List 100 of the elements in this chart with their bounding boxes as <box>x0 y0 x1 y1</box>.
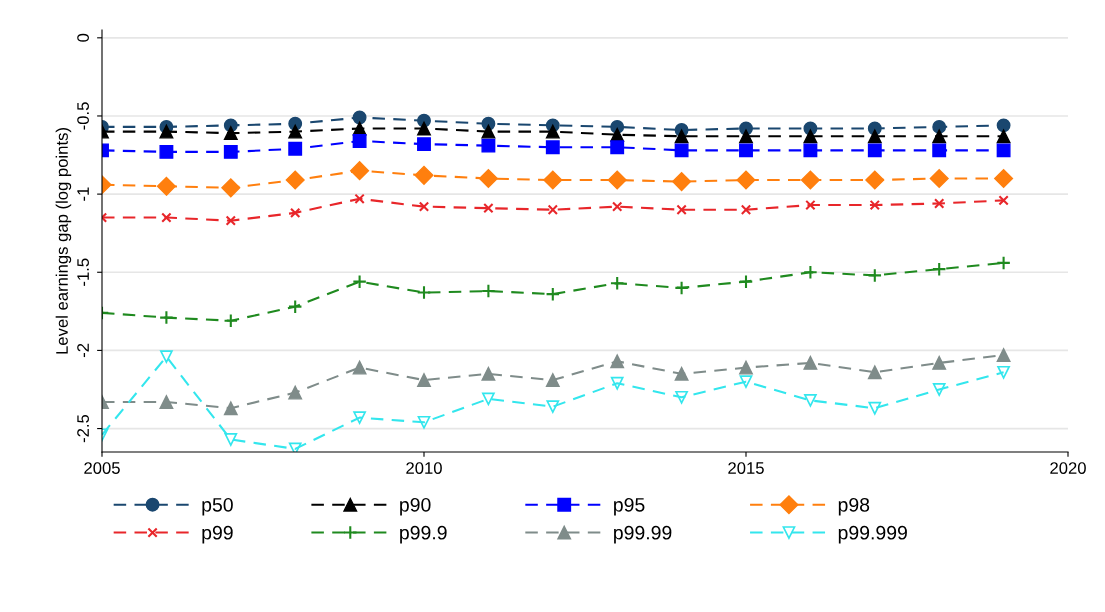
point <box>161 212 172 223</box>
point <box>545 286 561 302</box>
point <box>417 137 431 152</box>
point <box>289 207 301 219</box>
point <box>545 140 560 155</box>
point <box>867 268 883 283</box>
point <box>417 415 431 429</box>
point <box>354 193 365 205</box>
x-tick-label: 2005 <box>84 462 120 474</box>
point <box>352 360 367 375</box>
y-tick-label: -1.5 <box>77 258 89 286</box>
point <box>867 365 882 380</box>
point <box>288 442 302 452</box>
point <box>736 170 756 190</box>
point <box>996 129 1011 144</box>
point <box>481 283 496 299</box>
point <box>223 126 238 141</box>
point <box>805 199 816 211</box>
point <box>996 255 1011 271</box>
point <box>156 176 176 196</box>
point <box>803 264 818 280</box>
point <box>804 394 817 407</box>
legend-label: p99 <box>202 525 233 544</box>
point <box>674 366 689 381</box>
point <box>352 274 367 289</box>
point <box>929 168 949 189</box>
point <box>417 121 431 136</box>
point <box>739 360 753 375</box>
point <box>932 143 947 158</box>
point <box>739 129 753 144</box>
x-tick-label: 2020 <box>1050 462 1086 474</box>
legend-label: p95 <box>614 497 645 516</box>
point <box>481 138 496 153</box>
point <box>996 348 1011 363</box>
point <box>869 199 881 211</box>
point <box>998 195 1009 206</box>
point <box>994 168 1014 189</box>
point <box>481 366 496 381</box>
point <box>803 143 818 158</box>
y-tick-label: -0.5 <box>77 102 89 130</box>
legend-label: p50 <box>202 497 233 516</box>
point <box>547 204 559 215</box>
point <box>353 411 366 425</box>
point <box>868 401 882 415</box>
point <box>224 433 238 446</box>
point <box>225 215 237 226</box>
point <box>674 143 689 158</box>
point <box>159 310 174 325</box>
point <box>996 143 1011 158</box>
point <box>672 172 692 192</box>
point <box>352 134 367 148</box>
point <box>221 178 241 198</box>
point <box>739 143 753 158</box>
point <box>350 161 370 181</box>
point <box>607 170 627 190</box>
y-tick-label: -2 <box>77 343 89 358</box>
point <box>674 129 689 144</box>
point <box>414 165 434 185</box>
point <box>997 365 1010 379</box>
point <box>803 355 818 370</box>
point <box>932 129 947 144</box>
point <box>932 119 947 134</box>
point <box>609 275 625 291</box>
point <box>610 354 625 369</box>
point <box>865 170 885 190</box>
point <box>478 168 498 189</box>
point <box>481 124 496 139</box>
point <box>223 313 239 328</box>
x-tick-label: 2010 <box>406 462 442 474</box>
point <box>610 140 625 155</box>
point <box>417 373 431 388</box>
y-tick-label: -2.5 <box>77 414 89 443</box>
point <box>867 143 882 158</box>
legend-label: p99.9 <box>400 525 447 544</box>
point <box>803 129 818 144</box>
point <box>674 280 689 296</box>
point <box>546 400 560 414</box>
point <box>738 274 754 289</box>
point <box>285 170 305 190</box>
point <box>352 110 367 125</box>
point <box>933 198 945 209</box>
point <box>159 395 174 409</box>
legend-label: p90 <box>400 497 431 516</box>
x-tick-label: 2015 <box>728 462 764 474</box>
point <box>800 170 820 190</box>
point <box>160 350 173 364</box>
legend-label: p98 <box>838 497 870 516</box>
point <box>159 144 174 159</box>
point <box>739 375 753 389</box>
legend-label: p99.999 <box>838 525 907 544</box>
point <box>867 129 882 144</box>
point <box>288 385 303 400</box>
point <box>675 390 688 404</box>
point <box>288 124 303 139</box>
point <box>418 201 430 212</box>
point <box>545 124 560 139</box>
point <box>610 376 624 390</box>
point <box>482 392 495 406</box>
point <box>676 204 687 215</box>
point <box>545 373 560 388</box>
